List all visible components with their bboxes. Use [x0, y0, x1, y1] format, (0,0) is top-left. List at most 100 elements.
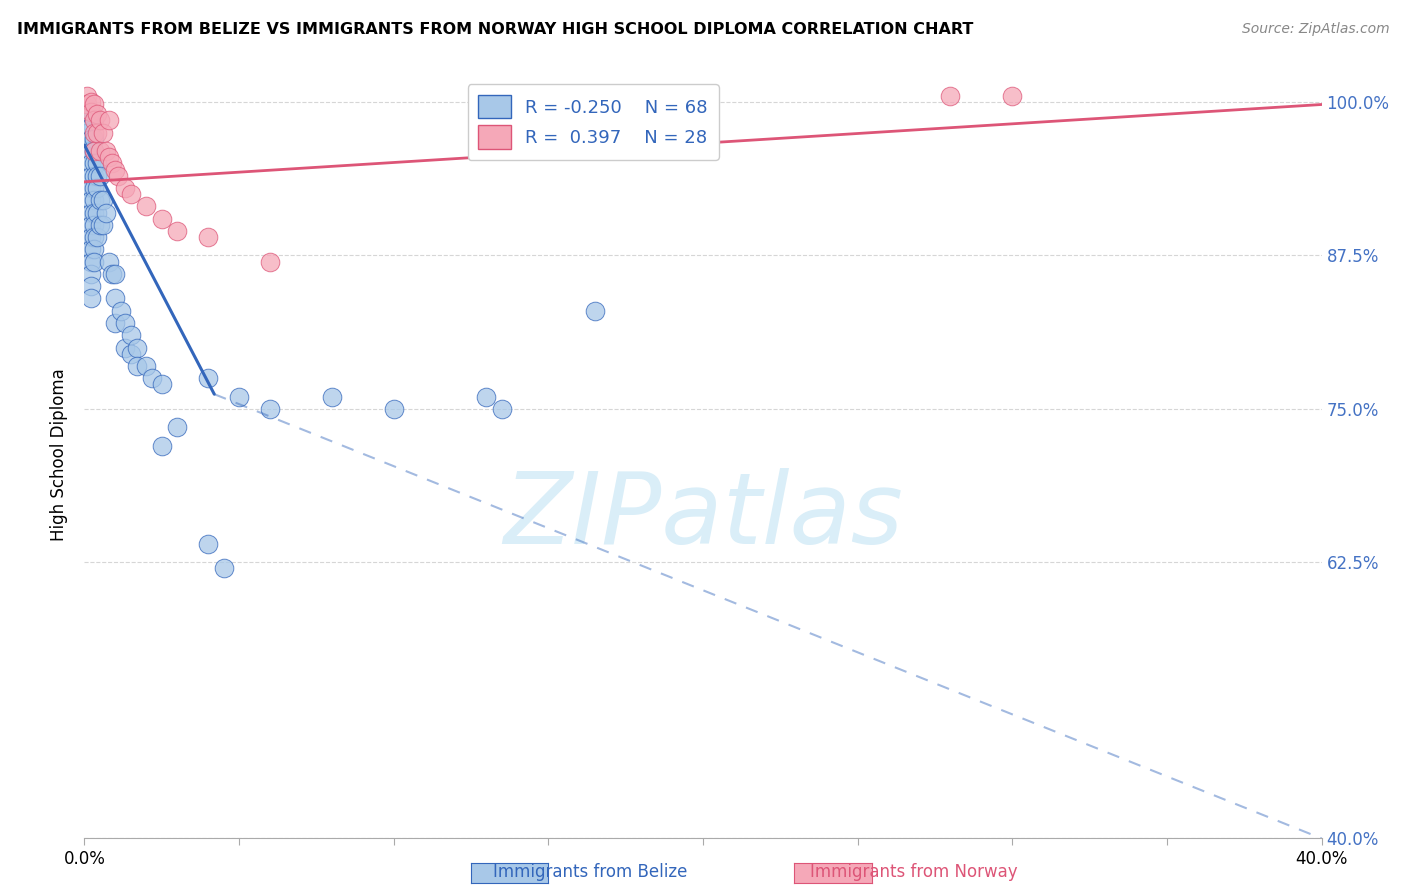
Point [135, 199, 157, 213]
Point [76, 97, 98, 112]
Point [79, 254, 101, 268]
Point [107, 169, 129, 183]
Point [114, 181, 136, 195]
Point [321, 390, 343, 404]
Point [79, 120, 101, 134]
Point [114, 341, 136, 355]
Point [98, 150, 121, 164]
Point [79, 95, 101, 109]
Point [91, 218, 114, 232]
Text: Immigrants from Norway: Immigrants from Norway [810, 863, 1018, 881]
Point [83, 144, 105, 158]
Point [79, 243, 101, 257]
Point [79, 267, 101, 281]
Point [104, 162, 127, 177]
Point [135, 359, 157, 373]
Point [79, 132, 101, 146]
Point [86, 205, 108, 219]
Point [197, 537, 219, 551]
Point [166, 224, 188, 238]
Point [79, 193, 101, 207]
Point [86, 230, 108, 244]
Point [79, 279, 101, 293]
Point [83, 169, 105, 183]
Point [101, 156, 124, 170]
Point [94, 205, 117, 219]
Point [79, 292, 101, 306]
Point [79, 218, 101, 232]
Point [83, 144, 105, 158]
Point [76, 126, 98, 140]
Point [120, 187, 142, 202]
Point [89, 218, 111, 232]
Legend: R = -0.250    N = 68, R =  0.397    N = 28: R = -0.250 N = 68, R = 0.397 N = 28 [468, 84, 718, 160]
Point [79, 205, 101, 219]
Point [79, 230, 101, 244]
Point [89, 113, 111, 128]
Point [91, 193, 114, 207]
Point [83, 218, 105, 232]
Point [86, 126, 108, 140]
Text: Immigrants from Belize: Immigrants from Belize [494, 863, 688, 881]
Point [79, 169, 101, 183]
Point [83, 205, 105, 219]
Point [114, 316, 136, 330]
Point [382, 401, 405, 416]
Point [89, 144, 111, 158]
Point [104, 316, 127, 330]
Point [150, 211, 173, 226]
Point [76, 89, 98, 103]
Point [939, 89, 962, 103]
Point [83, 230, 105, 244]
Point [150, 439, 173, 453]
Point [475, 390, 498, 404]
Point [120, 328, 142, 343]
Point [79, 107, 101, 121]
Point [89, 193, 111, 207]
Point [197, 371, 219, 385]
Point [83, 181, 105, 195]
Point [104, 292, 127, 306]
Point [86, 107, 108, 121]
Text: Source: ZipAtlas.com: Source: ZipAtlas.com [1241, 22, 1389, 37]
Point [83, 254, 105, 268]
Point [141, 371, 163, 385]
Point [120, 346, 142, 360]
Point [83, 193, 105, 207]
Point [94, 144, 117, 158]
Point [83, 113, 105, 128]
Y-axis label: High School Diploma: High School Diploma [51, 368, 69, 541]
Point [79, 104, 101, 119]
Point [197, 230, 219, 244]
Point [166, 420, 188, 434]
Point [1001, 89, 1024, 103]
Point [76, 113, 98, 128]
Point [491, 401, 513, 416]
Point [86, 156, 108, 170]
Point [98, 113, 121, 128]
Text: ZIPatlas: ZIPatlas [503, 467, 903, 565]
Point [83, 97, 105, 112]
Point [89, 169, 111, 183]
Point [83, 126, 105, 140]
Point [79, 144, 101, 158]
Point [212, 561, 235, 575]
Point [79, 156, 101, 170]
Point [76, 101, 98, 115]
Point [83, 132, 105, 146]
Point [98, 254, 121, 268]
Text: IMMIGRANTS FROM BELIZE VS IMMIGRANTS FROM NORWAY HIGH SCHOOL DIPLOMA CORRELATION: IMMIGRANTS FROM BELIZE VS IMMIGRANTS FRO… [17, 22, 973, 37]
Point [83, 243, 105, 257]
Point [91, 126, 114, 140]
Point [583, 303, 606, 318]
Point [125, 341, 148, 355]
Point [101, 267, 124, 281]
Point [83, 156, 105, 170]
Point [228, 390, 250, 404]
Point [104, 267, 127, 281]
Point [86, 169, 108, 183]
Point [110, 303, 132, 318]
Point [125, 359, 148, 373]
Point [79, 181, 101, 195]
Point [259, 401, 281, 416]
